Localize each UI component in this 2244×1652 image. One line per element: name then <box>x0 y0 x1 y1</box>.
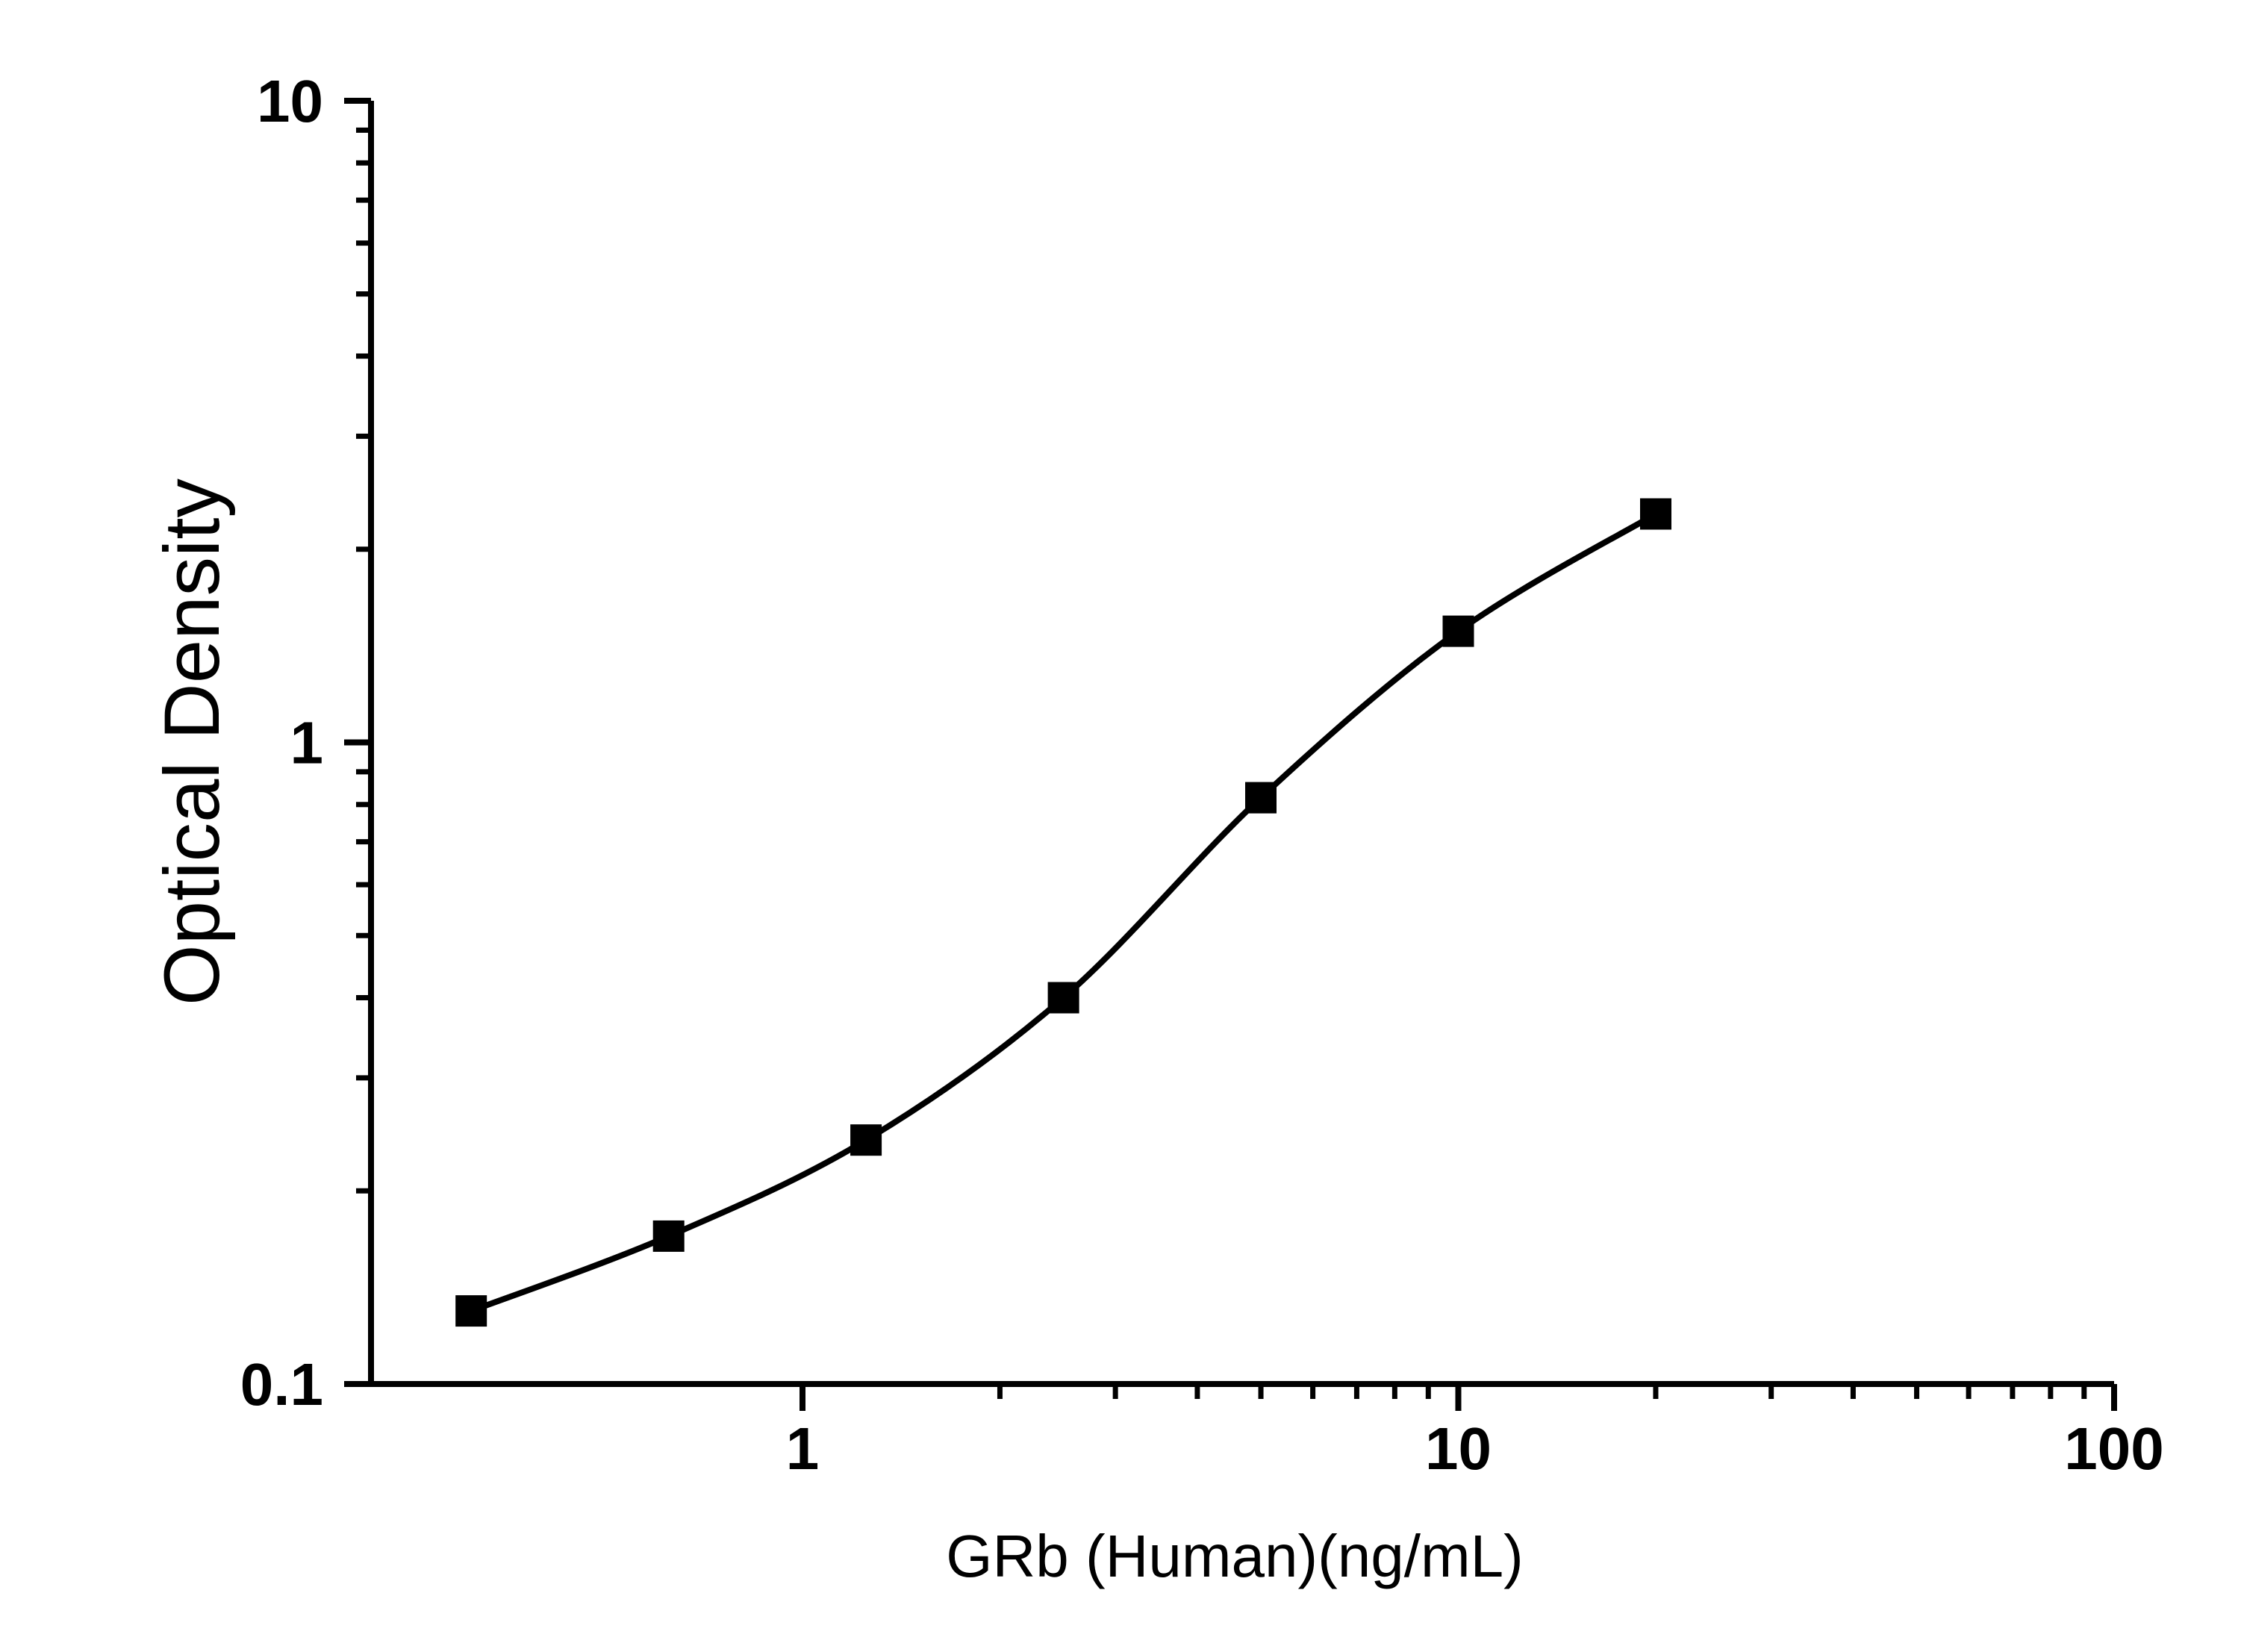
x-axis-tick-label: 100 <box>2064 1415 2163 1482</box>
y-axis-tick-label: 1 <box>290 710 324 776</box>
data-point-marker <box>1245 782 1277 814</box>
data-point-marker <box>1640 498 1671 530</box>
x-axis-tick-label: 10 <box>1425 1415 1492 1482</box>
data-point-marker <box>1442 615 1474 647</box>
data-point-marker <box>850 1124 882 1156</box>
axis-ticks: 1 10 100 0.1 1 10 <box>240 68 2164 1482</box>
x-axis-tick-label: 1 <box>786 1415 820 1482</box>
data-point-marker <box>1047 982 1079 1014</box>
y-axis-title: Optical Density <box>149 478 236 1006</box>
y-axis-tick-label: 0.1 <box>240 1351 323 1418</box>
data-point-marker <box>455 1295 487 1327</box>
y-axis-tick-label: 10 <box>257 68 323 134</box>
data-point-marker <box>652 1220 685 1252</box>
data-points <box>455 498 1671 1327</box>
x-axis-title: GRb (Human)(ng/mL) <box>946 1523 1524 1589</box>
axis-lines <box>368 101 2114 1387</box>
